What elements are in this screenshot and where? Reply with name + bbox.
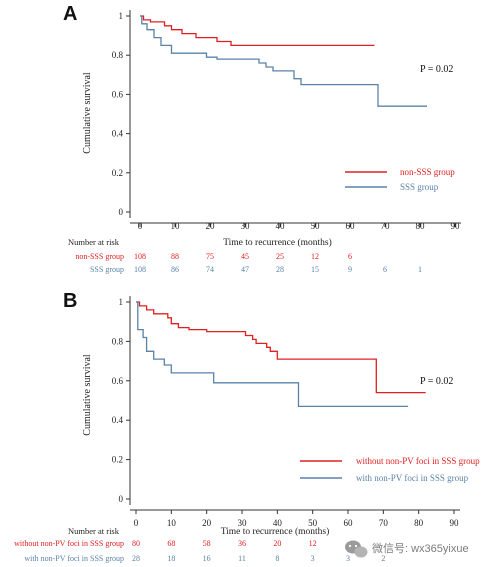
y-axis-label: Cumulative survival xyxy=(82,72,93,154)
risk-value: 20 xyxy=(273,539,281,548)
x-tick-label: 80 xyxy=(416,221,426,231)
y-tick-label: 0.6 xyxy=(112,376,124,386)
risk-value: 12 xyxy=(311,252,319,261)
x-tick-label: 0 xyxy=(138,221,143,231)
x-tick-label: 30 xyxy=(241,221,251,231)
risk-value: 11 xyxy=(238,554,246,563)
risk-value: 15 xyxy=(311,265,319,274)
risk-value: 45 xyxy=(241,252,249,261)
series-line-1 xyxy=(136,302,426,393)
x-tick-label: 40 xyxy=(276,221,286,231)
risk-value: 3 xyxy=(311,554,315,563)
risk-value: 74 xyxy=(206,265,214,274)
y-tick-label: 0.6 xyxy=(112,89,124,99)
y-tick-label: 0.8 xyxy=(112,50,124,60)
y-axis-label: Cumulative survival xyxy=(82,354,93,436)
risk-value: 2 xyxy=(381,554,385,563)
y-tick-label: 1 xyxy=(119,297,124,307)
risk-value: 6 xyxy=(348,252,352,261)
risk-value: 12 xyxy=(309,539,317,548)
p-value: P = 0.02 xyxy=(420,376,453,387)
panel-label: A xyxy=(63,3,77,25)
risk-row-label: non-SSS group xyxy=(75,252,124,261)
risk-value: 88 xyxy=(171,252,179,261)
x-tick-label: 90 xyxy=(451,221,461,231)
x-tick-label: 60 xyxy=(346,221,356,231)
watermark: 微信号: wx365yixue xyxy=(345,541,469,558)
x-tick-label: 70 xyxy=(379,518,389,528)
x-tick-label: 0 xyxy=(134,518,139,528)
x-axis-label: Time to recurrence (months) xyxy=(221,526,330,537)
legend-label-2: SSS group xyxy=(400,182,439,192)
risk-value: 1 xyxy=(418,265,422,274)
y-tick-label: 0.2 xyxy=(112,168,123,178)
risk-value: 86 xyxy=(171,265,179,274)
watermark-text: 微信号: wx365yixue xyxy=(372,541,469,555)
series-line-1 xyxy=(140,16,375,45)
risk-value: 25 xyxy=(276,252,284,261)
risk-value: 18 xyxy=(167,554,175,563)
y-tick-label: 0 xyxy=(119,494,124,504)
risk-value: 6 xyxy=(383,265,387,274)
risk-value: 108 xyxy=(134,265,146,274)
y-tick-label: 0.4 xyxy=(112,415,124,425)
risk-table-header: Number at risk xyxy=(68,526,120,536)
risk-row-label: without non-PV foci in SSS group xyxy=(14,539,124,548)
x-tick-label: 20 xyxy=(202,518,212,528)
risk-value: 108 xyxy=(134,252,146,261)
series-line-2 xyxy=(140,16,427,106)
panel-label: B xyxy=(63,290,77,312)
risk-value: 3 xyxy=(346,554,350,563)
legend-label-2: with non-PV foci in SSS group xyxy=(356,473,469,483)
y-tick-label: 0.2 xyxy=(112,455,123,465)
risk-value: 58 xyxy=(203,539,211,548)
x-tick-label: 90 xyxy=(450,518,460,528)
y-tick-label: 0.8 xyxy=(112,336,124,346)
risk-value: 75 xyxy=(206,252,214,261)
risk-value: 16 xyxy=(203,554,211,563)
x-tick-label: 70 xyxy=(381,221,391,231)
risk-value: 8 xyxy=(275,554,279,563)
risk-row-label: with non-PV foci in SSS group xyxy=(24,554,124,563)
legend-label-1: without non-PV foci in SSS group xyxy=(356,456,480,466)
legend-label-1: non-SSS group xyxy=(400,167,455,177)
series-line-2 xyxy=(136,302,408,406)
x-tick-label: 10 xyxy=(167,518,177,528)
x-tick-label: 50 xyxy=(311,221,321,231)
x-axis-label: Time to recurrence (months) xyxy=(223,237,332,248)
risk-value: 9 xyxy=(348,265,352,274)
risk-value: 80 xyxy=(132,539,140,548)
risk-table-header: Number at risk xyxy=(68,237,120,247)
x-tick-label: 20 xyxy=(206,221,216,231)
x-tick-label: 60 xyxy=(344,518,354,528)
x-tick-label: 10 xyxy=(171,221,181,231)
y-tick-label: 0.4 xyxy=(112,129,124,139)
y-tick-label: 0 xyxy=(119,207,124,217)
p-value: P = 0.02 xyxy=(420,64,453,75)
risk-value: 47 xyxy=(241,265,249,274)
y-tick-label: 1 xyxy=(119,11,124,21)
risk-value: 36 xyxy=(238,539,246,548)
risk-value: 28 xyxy=(276,265,284,274)
risk-value: 68 xyxy=(167,539,175,548)
x-tick-label: 80 xyxy=(414,518,424,528)
risk-row-label: SSS group xyxy=(90,265,124,274)
risk-value: 28 xyxy=(132,554,140,563)
